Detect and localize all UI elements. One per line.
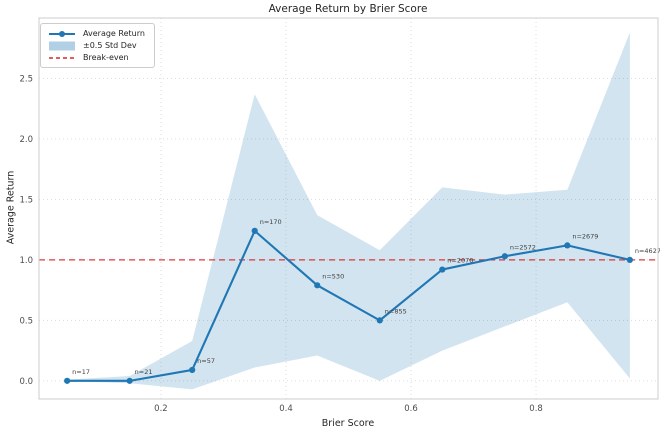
y-axis-label: Average Return bbox=[5, 170, 17, 245]
std-dev-band bbox=[67, 32, 630, 390]
point-annotation: n=21 bbox=[135, 368, 153, 376]
x-tick-label: 0.6 bbox=[404, 404, 418, 414]
legend-label-std-dev: ±0.5 Std Dev bbox=[83, 41, 137, 50]
point-annotation: n=4627 bbox=[635, 247, 660, 255]
data-point-marker bbox=[376, 317, 383, 324]
point-annotation: n=2679 bbox=[572, 232, 598, 240]
legend: Average Return ±0.5 Std Dev Break-even bbox=[40, 23, 155, 68]
point-annotation: n=2070 bbox=[447, 257, 473, 265]
legend-dashed-line-swatch bbox=[49, 56, 75, 59]
x-axis-label: Brier Score bbox=[321, 418, 375, 429]
legend-band-swatch bbox=[49, 41, 75, 50]
data-point-marker bbox=[64, 377, 71, 384]
x-tick-label: 0.2 bbox=[154, 404, 168, 414]
y-tick-label: 1.5 bbox=[19, 195, 33, 205]
series-line bbox=[67, 229, 631, 382]
point-annotation: n=17 bbox=[72, 368, 90, 376]
data-point-marker bbox=[314, 282, 321, 289]
y-tick-label: 0.0 bbox=[19, 377, 33, 387]
data-point-marker bbox=[189, 366, 196, 374]
data-point-marker bbox=[251, 227, 258, 234]
point-annotation: n=57 bbox=[197, 357, 215, 365]
y-tick-label: 1.0 bbox=[19, 256, 33, 266]
point-annotation: n=530 bbox=[322, 272, 344, 280]
legend-line-swatch bbox=[49, 30, 75, 37]
y-tick-label: 0.5 bbox=[19, 316, 33, 326]
plot-border bbox=[38, 17, 659, 400]
data-point-marker bbox=[439, 266, 446, 273]
point-annotation: n=170 bbox=[260, 218, 282, 226]
point-annotation: n=855 bbox=[385, 307, 407, 315]
legend-label-break-even: Break-even bbox=[83, 53, 129, 62]
data-point-marker bbox=[501, 253, 508, 260]
y-tick-label: 2.0 bbox=[19, 135, 33, 145]
data-point-marker bbox=[126, 377, 133, 384]
y-tick-label: 2.5 bbox=[19, 74, 33, 84]
legend-item-std-dev: ±0.5 Std Dev bbox=[47, 40, 145, 51]
legend-item-average-return: Average Return bbox=[47, 28, 145, 39]
chart-title: Average Return by Brier Score bbox=[268, 3, 428, 15]
data-point-marker bbox=[626, 256, 633, 264]
point-annotation: n=2572 bbox=[510, 243, 536, 251]
x-tick-label: 0.8 bbox=[529, 404, 543, 414]
legend-item-break-even: Break-even bbox=[47, 52, 145, 63]
x-tick-label: 0.4 bbox=[279, 404, 293, 414]
legend-label-average-return: Average Return bbox=[83, 29, 145, 38]
data-point-marker bbox=[564, 242, 571, 249]
